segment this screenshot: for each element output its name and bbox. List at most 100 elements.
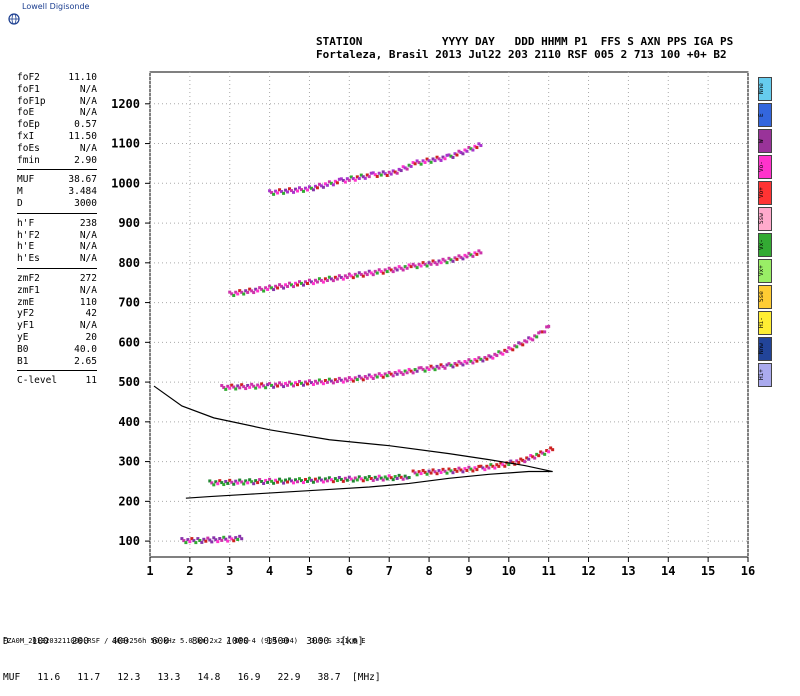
echo-point [463, 467, 467, 471]
echo-point [451, 471, 455, 475]
echo-point [405, 266, 409, 270]
echo-point [240, 383, 244, 387]
echo-trace [220, 324, 551, 391]
echo-point [325, 279, 329, 283]
param-name: zmF1 [17, 284, 40, 296]
muf-cell: 14.8 [180, 672, 221, 683]
echo-point [421, 468, 425, 472]
x-tick-label: 6 [346, 564, 353, 578]
echo-point [333, 378, 337, 382]
param-value: N/A [79, 229, 97, 241]
param-row: zmE 110 [17, 297, 97, 309]
legend-item: W [758, 129, 772, 153]
echo-point [479, 144, 483, 148]
echo-point [397, 369, 401, 373]
echo-point [411, 469, 415, 473]
muf-cell: 11.7 [60, 672, 101, 683]
param-name: foEp [17, 119, 40, 131]
echo-point [319, 478, 323, 482]
echo-point [525, 340, 529, 344]
echo-point [437, 157, 441, 161]
echo-point [353, 376, 357, 380]
param-value: N/A [79, 284, 97, 296]
echo-point [298, 280, 301, 284]
echo-point [361, 274, 365, 278]
echo-point [234, 479, 238, 483]
echo-point [341, 479, 345, 483]
x-tick-label: 7 [386, 564, 393, 578]
echo-point [272, 385, 276, 389]
echo-point [278, 188, 282, 192]
echo-point [425, 157, 429, 161]
echo-point [294, 478, 298, 482]
echo-point [423, 262, 427, 266]
echo-point [309, 478, 313, 482]
echo-point [417, 470, 421, 474]
echo-point [541, 330, 545, 334]
echo-point [337, 376, 341, 380]
echo-point [547, 450, 551, 454]
echo-point [335, 380, 339, 384]
echo-point [549, 446, 553, 450]
param-row: zmF1 N/A [17, 285, 97, 297]
echo-point [298, 477, 301, 481]
echo-point [347, 376, 351, 380]
echo-point [387, 474, 391, 478]
globe-icon [8, 10, 20, 29]
muf-cell: 600 [128, 636, 169, 647]
echo-point [242, 292, 246, 296]
echo-point [433, 368, 437, 372]
echo-point [190, 537, 194, 541]
echo-point [453, 152, 457, 156]
echo-point [280, 284, 284, 288]
echo-point [200, 540, 204, 544]
echo-point [379, 373, 383, 377]
echo-point [365, 173, 369, 177]
echo-point [369, 271, 373, 275]
echo-point [369, 375, 373, 379]
echo-point [381, 271, 385, 275]
echo-point [427, 469, 431, 473]
param-value: 11.50 [68, 130, 97, 142]
echo-point [208, 479, 212, 483]
echo-point [517, 460, 521, 464]
echo-point [417, 262, 421, 266]
echo-point [234, 387, 238, 391]
param-name: foF1p [17, 95, 46, 107]
echo-point [507, 346, 511, 350]
echo-point [499, 351, 503, 355]
echo-point [270, 191, 274, 195]
echo-point [431, 259, 435, 263]
param-name: h'F [17, 217, 35, 229]
echo-point [427, 368, 431, 372]
echo-point [439, 158, 443, 162]
echo-point [455, 469, 459, 473]
echo-point [535, 335, 539, 339]
echo-point [349, 477, 353, 481]
separator [17, 267, 97, 273]
echo-point [459, 468, 463, 472]
echo-point [230, 537, 234, 541]
echo-point [545, 449, 549, 453]
echo-point [411, 262, 415, 266]
echo-point [224, 387, 228, 391]
echo-point [399, 169, 403, 173]
echo-point [451, 365, 455, 369]
echo-point [319, 278, 323, 282]
echo-point [188, 540, 192, 544]
echo-point [357, 374, 361, 378]
y-tick-label: 600 [118, 335, 140, 349]
echo-point [313, 278, 317, 282]
x-tick-label: 14 [661, 564, 675, 578]
echo-point [317, 277, 321, 281]
echo-point [399, 371, 403, 375]
echo-point [333, 179, 337, 183]
echo-point [232, 385, 236, 389]
echo-point [335, 277, 339, 281]
echo-point [299, 281, 303, 285]
param-value: 38.67 [68, 174, 97, 186]
echo-point [529, 454, 533, 458]
echo-point [471, 469, 475, 473]
echo-point [305, 382, 309, 386]
param-row: zmF2 272 [17, 273, 97, 285]
